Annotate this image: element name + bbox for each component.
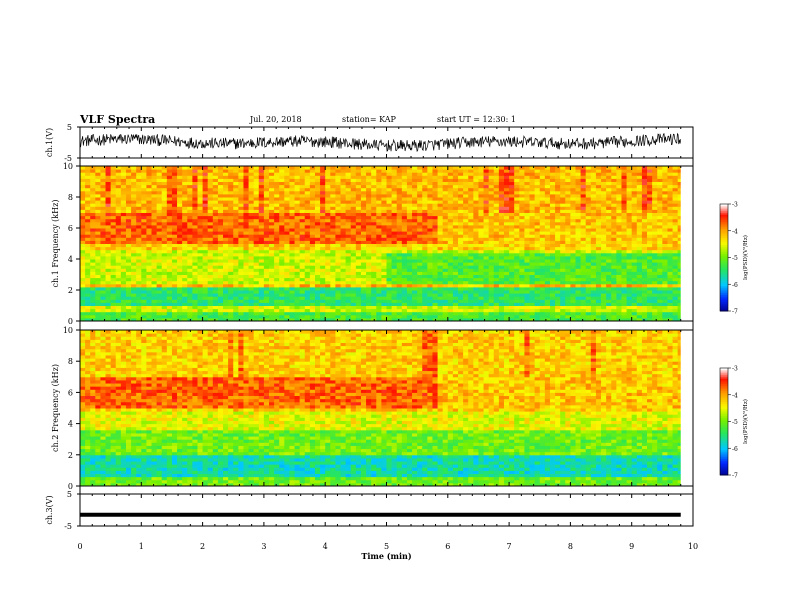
ch1-colorbar: [720, 204, 728, 312]
station-label: station= KAP: [342, 115, 396, 124]
ch1-colorbar-tick-label--7: -7: [732, 309, 738, 316]
x-tick-label-10: 10: [688, 542, 698, 551]
ch2-spectrogram-image: [80, 330, 694, 487]
ch1-colorbar-tick-label--4: -4: [732, 228, 738, 235]
ch1-wave-trace: [79, 132, 682, 153]
ch1-colorbar-tick-label--3: -3: [732, 202, 738, 209]
ch2-ylabel: ch.2 Frequency (kHz): [51, 364, 60, 452]
ch2-ytick-label-10: 10: [63, 326, 73, 335]
date-label: Jul. 20, 2018: [250, 115, 302, 124]
ch2-colorbar-tick-label--7: -7: [732, 473, 738, 480]
ch2-colorbar-label: log(PSD)(V²/Hz): [742, 399, 749, 444]
ch1-colorbar-label: log(PSD)(V²/Hz): [742, 235, 749, 280]
ch1-wave-frame: [79, 126, 694, 159]
ch2-ytick-label-8: 8: [68, 357, 73, 366]
ch1-ylabel: ch.1 Frequency (kHz): [51, 200, 60, 288]
ch1-ytick-label-4: 4: [68, 255, 73, 264]
ch1-wave-ytick-label--5: -5: [64, 154, 72, 163]
ch1-ytick-label-6: 6: [68, 224, 73, 233]
ch1-wave-ytick-label-5: 5: [67, 123, 72, 132]
ch2-no-data-strip: [680, 330, 693, 486]
x-tick-label-6: 6: [445, 542, 450, 551]
ch1-colorbar-tick-label--6: -6: [732, 282, 738, 289]
ch1-no-data-strip: [680, 166, 693, 321]
x-tick-label-8: 8: [568, 542, 573, 551]
ch2-ytick-label-0: 0: [68, 482, 73, 491]
ch1-colorbar-tick-label--5: -5: [732, 255, 738, 262]
x-tick-label-5: 5: [384, 542, 389, 551]
ch1-wave-ylabel: ch.1(V): [45, 128, 54, 157]
ch1-spectrogram-image: [80, 166, 694, 322]
ch1-ytick-label-0: 0: [68, 317, 73, 326]
ch3-wave-frame: [79, 493, 694, 527]
x-tick-label-4: 4: [323, 542, 328, 551]
ch3-wave-ylabel: ch.3(V): [45, 495, 54, 524]
ch2-colorbar-tick-label--4: -4: [732, 392, 738, 399]
x-tick-label-0: 0: [77, 542, 82, 551]
ch2-colorbar: [720, 368, 728, 476]
ch2-colorbar-tick-label--5: -5: [732, 419, 738, 426]
ch3-wave-ytick-label-5: 5: [67, 490, 72, 499]
x-tick-label-2: 2: [200, 542, 205, 551]
ch2-colorbar-tick-label--6: -6: [732, 446, 738, 453]
ch3-wave-ytick-label--5: -5: [64, 522, 72, 531]
x-tick-label-7: 7: [507, 542, 512, 551]
x-tick-label-1: 1: [139, 542, 144, 551]
chart-title: VLF Spectra: [80, 113, 156, 126]
ch1-ytick-label-10: 10: [63, 162, 73, 171]
ch2-ytick-label-6: 6: [68, 388, 73, 397]
x-axis-label: Time (min): [361, 551, 411, 561]
x-tick-label-9: 9: [629, 542, 634, 551]
start-time-label: start UT = 12:30: 1: [437, 115, 516, 124]
x-tick-label-3: 3: [261, 542, 266, 551]
ch2-colorbar-tick-label--3: -3: [732, 366, 738, 373]
ch1-ytick-label-2: 2: [68, 286, 73, 295]
ch2-ytick-label-2: 2: [68, 451, 73, 460]
ch1-ytick-label-8: 8: [68, 193, 73, 202]
ch2-ytick-label-4: 4: [68, 420, 73, 429]
